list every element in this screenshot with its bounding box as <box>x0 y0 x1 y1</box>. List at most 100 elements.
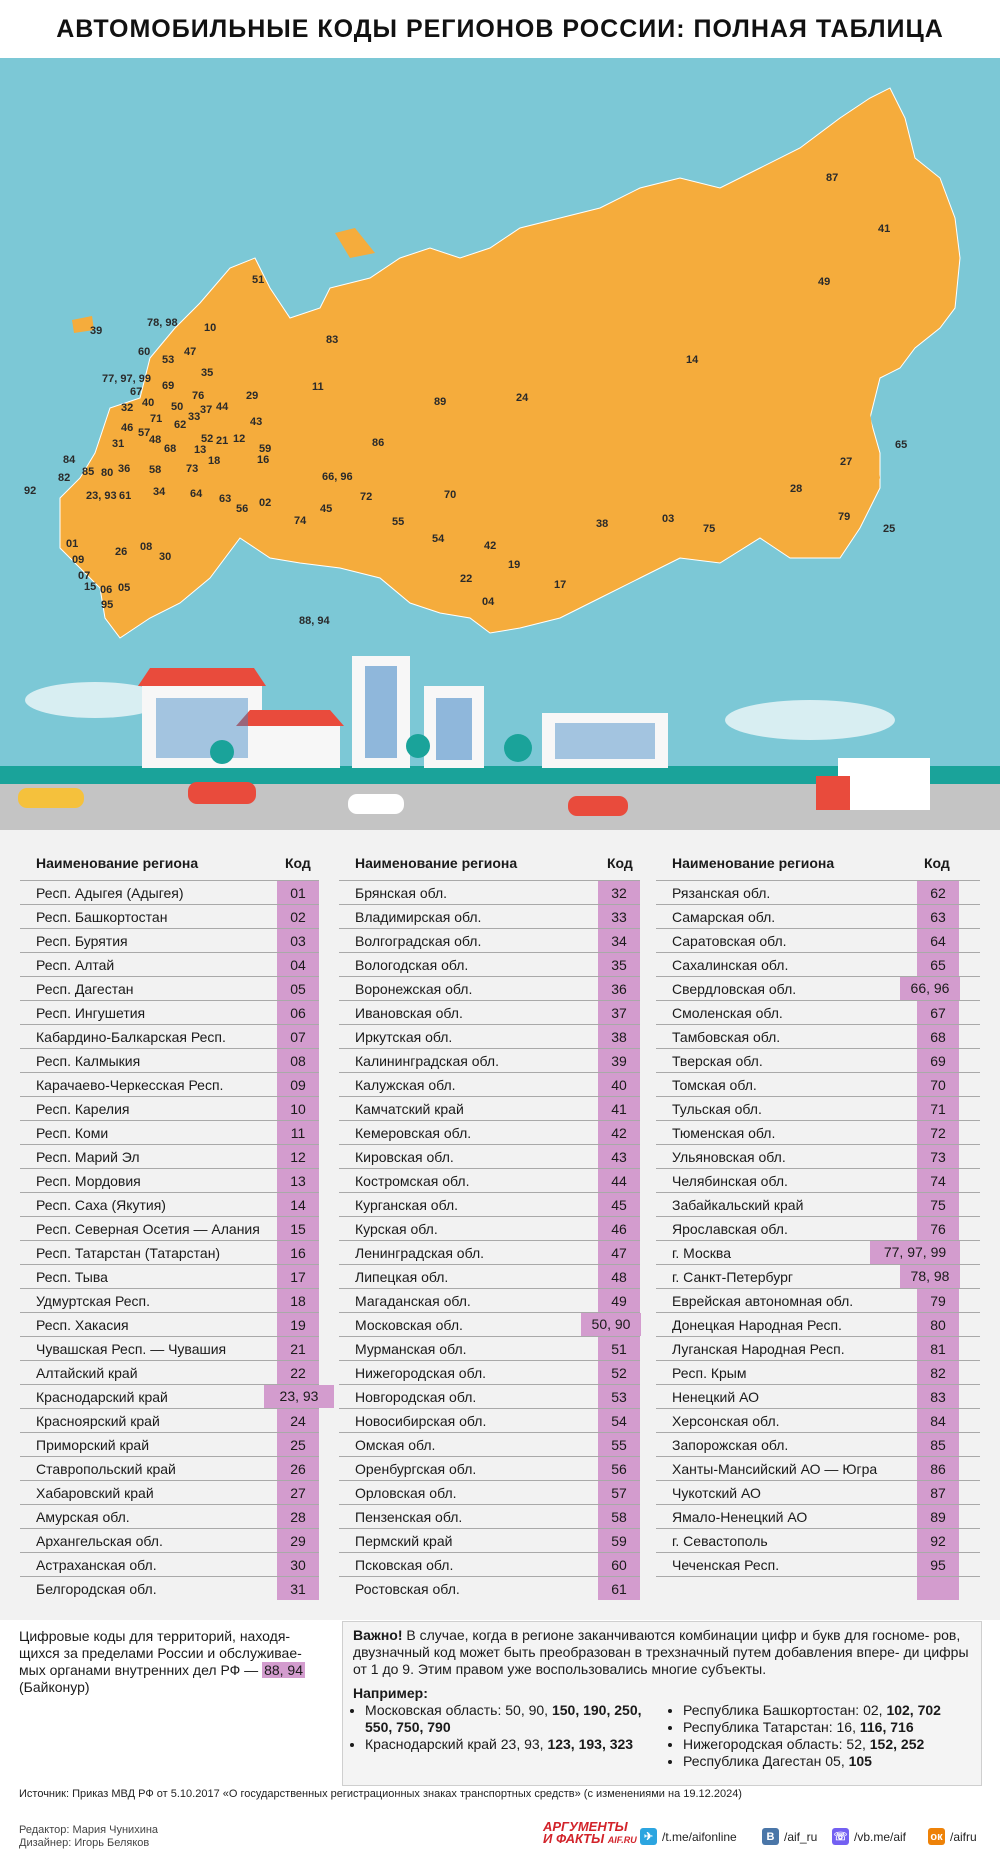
region-code: 31 <box>290 1581 306 1597</box>
map-region-code: 18 <box>208 455 220 467</box>
region-code: 29 <box>290 1533 306 1549</box>
region-name: Новгородская обл. <box>355 1389 477 1405</box>
table-row: Респ. Карелия 10 <box>20 1096 319 1121</box>
table-row: Свердловская обл. 66, 96 <box>656 976 980 1001</box>
example-item: Московская область: 50, 90, 150, 190, 25… <box>365 1702 643 1736</box>
table-row: Новосибирская обл. 54 <box>339 1408 640 1433</box>
region-name: Сахалинская обл. <box>672 957 789 973</box>
region-code: 43 <box>611 1149 627 1165</box>
region-codes-table: Наименование региона Код Респ. Адыгея (А… <box>0 830 1000 1620</box>
region-code: 66, 96 <box>900 977 960 1000</box>
region-code: 25 <box>290 1437 306 1453</box>
table-row: Мурманская обл. 51 <box>339 1336 640 1361</box>
region-name: Херсонская обл. <box>672 1413 780 1429</box>
map-region-code: 03 <box>662 513 674 525</box>
map-region-code: 63 <box>219 493 231 505</box>
region-name: Запорожская обл. <box>672 1437 789 1453</box>
table-row: Ульяновская обл. 73 <box>656 1144 980 1169</box>
region-code: 61 <box>611 1581 627 1597</box>
region-code: 79 <box>930 1293 946 1309</box>
page-title: АВТОМОБИЛЬНЫЕ КОДЫ РЕГИОНОВ РОССИИ: ПОЛН… <box>0 0 1000 58</box>
map-region-code: 64 <box>190 488 203 500</box>
truck-body <box>838 758 930 810</box>
map-region-code: 69 <box>162 380 174 392</box>
table-row: Респ. Алтай 04 <box>20 952 319 977</box>
region-name: Челябинская обл. <box>672 1173 788 1189</box>
table-row: Респ. Саха (Якутия) 14 <box>20 1192 319 1217</box>
region-name: Забайкальский край <box>672 1197 804 1213</box>
table-row: Владимирская обл. 33 <box>339 904 640 929</box>
region-code: 36 <box>611 981 627 997</box>
aif-logo[interactable]: АРГУМЕНТЫ И ФАКТЫ AIF.RU <box>543 1820 637 1846</box>
region-code: 24 <box>290 1413 306 1429</box>
map-region-code: 15 <box>84 581 96 593</box>
map-region-code: 46 <box>121 422 133 434</box>
region-code: 41 <box>611 1101 627 1117</box>
table-row: Респ. Марий Эл 12 <box>20 1144 319 1169</box>
region-name: Курганская обл. <box>355 1197 459 1213</box>
region-code: 39 <box>611 1053 627 1069</box>
region-code: 76 <box>930 1221 946 1237</box>
map-region-code: 06 <box>100 584 112 596</box>
region-name: Пермский край <box>355 1533 453 1549</box>
table-row: Челябинская обл. 74 <box>656 1168 980 1193</box>
map-region-code: 28 <box>790 483 802 495</box>
region-name: Еврейская автономная обл. <box>672 1293 854 1309</box>
table-row: Самарская обл. 63 <box>656 904 980 929</box>
table-row: Архангельская обл. 29 <box>20 1528 319 1553</box>
map-region-code: 21 <box>216 435 228 447</box>
truck-cab <box>816 776 850 810</box>
region-code: 09 <box>290 1077 306 1093</box>
header-region-name: Наименование региона <box>672 855 835 871</box>
region-name: Новосибирская обл. <box>355 1413 487 1429</box>
region-name: Луганская Народная Респ. <box>672 1341 845 1357</box>
region-name: г. Москва <box>672 1245 731 1261</box>
region-name: Орловская обл. <box>355 1485 457 1501</box>
region-code: 21 <box>290 1341 306 1357</box>
table-row: Воронежская обл. 36 <box>339 976 640 1001</box>
example-item: Республика Татарстан: 16, 116, 716 <box>683 1719 981 1736</box>
table-row: Респ. Татарстан (Татарстан) 16 <box>20 1240 319 1265</box>
region-code: 14 <box>290 1197 306 1213</box>
region-code: 46 <box>611 1221 627 1237</box>
region-name: Самарская обл. <box>672 909 776 925</box>
region-name: Брянская обл. <box>355 885 448 901</box>
table-row: Курская обл. 46 <box>339 1216 640 1241</box>
region-name: Кабардино-Балкарская Респ. <box>36 1029 226 1045</box>
social-link[interactable]: ок/aifru <box>928 1828 977 1845</box>
map-region-code: 45 <box>320 503 332 515</box>
map-region-code: 61 <box>119 490 131 502</box>
map-region-code: 57 <box>138 427 150 439</box>
region-name: Волгоградская обл. <box>355 933 482 949</box>
table-row: Кировская обл. 43 <box>339 1144 640 1169</box>
social-link[interactable]: В/aif_ru <box>762 1828 817 1845</box>
region-code: 17 <box>290 1269 306 1285</box>
map-region-code: 43 <box>250 416 262 428</box>
baikonur-note: Цифровые коды для территорий, находя- щи… <box>19 1628 324 1696</box>
region-code: 42 <box>611 1125 627 1141</box>
table-row: Чеченская Респ. 95 <box>656 1552 980 1577</box>
region-code: 51 <box>611 1341 627 1357</box>
building <box>240 726 340 768</box>
table-row: Приморский край 25 <box>20 1432 319 1457</box>
region-code: 69 <box>930 1053 946 1069</box>
region-name: Тамбовская обл. <box>672 1029 781 1045</box>
social-link[interactable]: ✈ /t.me/aifonline <box>640 1828 737 1845</box>
social-link[interactable]: ☏ /vb.me/aif <box>832 1828 906 1845</box>
table-row: Краснодарский край 23, 93 <box>20 1384 334 1409</box>
table-row: Кемеровская обл. 42 <box>339 1120 640 1145</box>
region-name: Респ. Алтай <box>36 957 115 973</box>
region-name: Респ. Дагестан <box>36 981 134 997</box>
region-name: Мурманская обл. <box>355 1341 467 1357</box>
map-region-code: 55 <box>392 516 404 528</box>
region-code: 47 <box>611 1245 627 1261</box>
table-row: г. Москва 77, 97, 99 <box>656 1240 980 1265</box>
sakhalin <box>860 413 880 498</box>
viber-icon: ☏ <box>832 1828 849 1845</box>
map-region-code: 71 <box>150 413 162 425</box>
region-code: 40 <box>611 1077 627 1093</box>
table-row: Респ. Северная Осетия — Алания 15 <box>20 1216 319 1241</box>
tree <box>504 734 532 762</box>
region-name: Ставропольский край <box>36 1461 176 1477</box>
important-note-box: Важно! В случае, когда в регионе заканчи… <box>342 1621 982 1786</box>
